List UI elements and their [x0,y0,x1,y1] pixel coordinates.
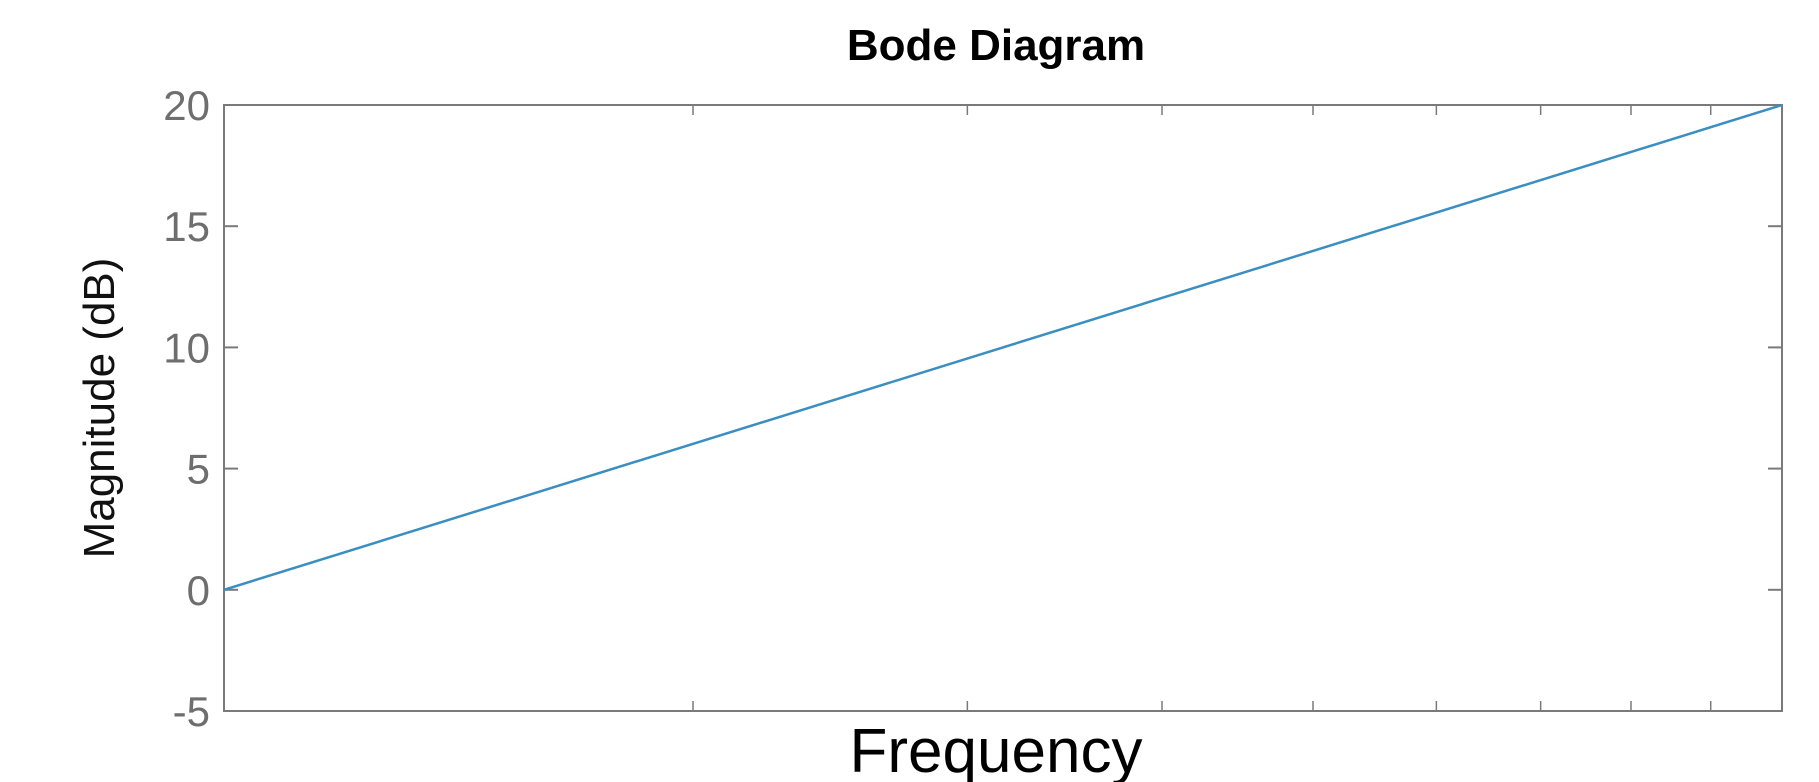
chart-title: Bode Diagram [847,21,1145,70]
y-tick-label: 5 [187,446,210,493]
magnitude-series-line [223,103,1783,591]
y-axis-label: Magnitude (dB) [75,258,124,559]
x-axis-label: Frequency [850,717,1143,782]
y-axis-ticks [224,104,1782,712]
y-axis-tick-labels: 20 15 10 5 0 -5 [163,82,210,735]
y-tick-label: 20 [163,82,210,129]
y-tick-label: 0 [187,567,210,614]
plot-frame [223,104,1783,712]
y-tick-label: -5 [173,688,210,735]
x-axis-ticks [692,105,1712,711]
y-tick-label: 15 [163,203,210,250]
y-tick-label: 10 [163,324,210,371]
